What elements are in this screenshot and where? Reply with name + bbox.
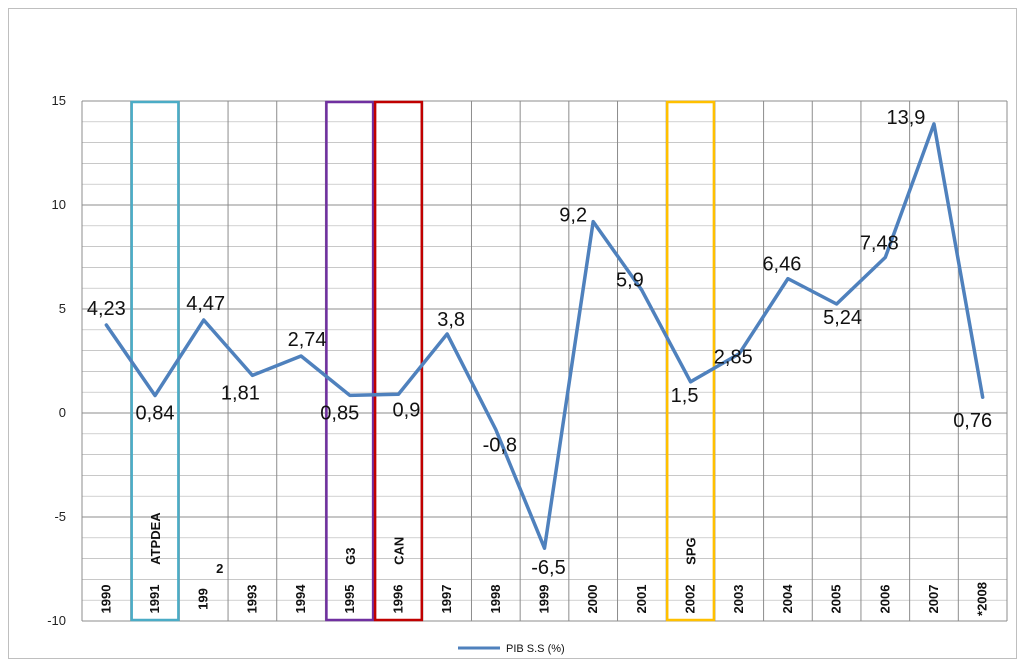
x-tick-label: 1996 <box>390 585 405 614</box>
y-tick-label: 10 <box>52 197 66 212</box>
data-label: 1,5 <box>671 385 699 407</box>
data-label: 6,46 <box>762 254 801 276</box>
data-label: 0,76 <box>953 410 992 432</box>
x-tick-label: 2006 <box>877 585 892 614</box>
x-tick-label: 2005 <box>829 585 844 614</box>
x-tick-label: 1997 <box>439 585 454 614</box>
x-tick-label: 2002 <box>683 585 698 614</box>
x-tick-label-extra: 2 <box>216 561 223 576</box>
data-label: 0,85 <box>320 402 359 424</box>
data-label: 2,74 <box>288 329 327 351</box>
data-label: 0,84 <box>136 403 175 425</box>
data-label: 3,8 <box>437 309 465 331</box>
y-tick-label: -10 <box>47 613 66 628</box>
x-tick-label: 1998 <box>488 585 503 614</box>
annotation-label-g3: G3 <box>343 547 358 564</box>
x-tick-label: 1993 <box>244 585 259 614</box>
x-tick-label: 1994 <box>293 584 308 614</box>
y-tick-label: 15 <box>52 93 66 108</box>
x-tick-label: 2000 <box>585 585 600 614</box>
annotation-box-can <box>373 100 424 622</box>
x-tick-label: 2004 <box>780 584 795 614</box>
data-label: 1,81 <box>221 382 260 404</box>
data-label: 13,9 <box>887 107 926 129</box>
data-label: 4,47 <box>186 293 225 315</box>
annotation-label-spg: SPG <box>684 537 699 564</box>
y-tick-label: 5 <box>59 301 66 316</box>
x-tick-label: 199 <box>196 588 211 610</box>
annotation-label-can: CAN <box>391 537 406 565</box>
y-tick-label: -5 <box>54 509 66 524</box>
x-tick-label: 1991 <box>147 585 162 614</box>
y-tick-label: 0 <box>59 405 66 420</box>
x-tick-label: 2007 <box>926 585 941 614</box>
annotation-label-atpdea: ATPDEA <box>148 512 163 565</box>
x-tick-label: 2003 <box>731 585 746 614</box>
data-label: 0,9 <box>393 399 421 421</box>
data-label: 9,2 <box>559 205 587 227</box>
data-label: 7,48 <box>860 232 899 254</box>
data-label: 5,9 <box>616 269 644 291</box>
annotation-box-g3 <box>325 100 375 622</box>
series-line <box>104 122 985 550</box>
data-label: -6,5 <box>531 557 565 579</box>
legend-label: PIB S.S (%) <box>506 643 565 655</box>
x-tick-label: 2001 <box>634 585 649 614</box>
x-tick-label: 1990 <box>98 585 113 614</box>
x-tick-label: *2008 <box>975 582 990 616</box>
annotation-box-spg <box>665 100 716 622</box>
data-label: 4,23 <box>87 298 126 320</box>
data-label: 5,24 <box>823 307 862 329</box>
data-label: 2,85 <box>714 347 753 369</box>
data-label: -0,8 <box>483 435 517 457</box>
chart-frame <box>8 8 1017 659</box>
x-tick-label: 1999 <box>537 585 552 614</box>
x-tick-label: 1995 <box>342 585 357 614</box>
